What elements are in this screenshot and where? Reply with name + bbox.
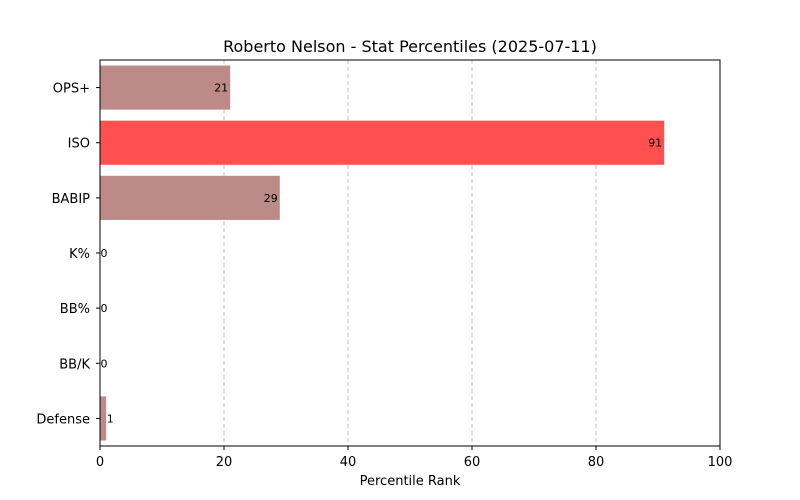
- y-tick-label: Defense: [36, 412, 90, 427]
- bar-value-label: 29: [264, 192, 278, 205]
- chart-title: Roberto Nelson - Stat Percentiles (2025-…: [223, 37, 597, 56]
- x-tick-label: 80: [588, 455, 605, 470]
- bar-value-label: 0: [101, 247, 108, 260]
- y-tick-label: K%: [69, 247, 90, 262]
- bar-value-label: 1: [107, 412, 114, 425]
- bar: [100, 175, 280, 220]
- bars: 21 91 29 0 0 0 1: [100, 65, 665, 441]
- y-tick-label: OPS+: [53, 82, 90, 97]
- x-tick-label: 20: [216, 455, 233, 470]
- bar: [100, 65, 231, 110]
- x-tick-label: 0: [96, 455, 104, 470]
- bar-value-label: 0: [101, 302, 108, 315]
- bar: [100, 396, 107, 441]
- x-axis-label: Percentile Rank: [360, 474, 461, 489]
- plot-frame: [99, 59, 721, 447]
- bar-value-label: 21: [214, 82, 228, 95]
- bar: [100, 120, 665, 165]
- y-tick-label: BABIP: [52, 192, 91, 207]
- y-tick-label: ISO: [68, 137, 90, 152]
- x-tick-label: 40: [340, 455, 357, 470]
- y-tick-label: BB%: [60, 302, 90, 317]
- x-tick-label: 100: [708, 455, 733, 470]
- bar-value-label: 91: [648, 137, 662, 150]
- grid-lines: [223, 60, 597, 446]
- y-tick-label: BB/K: [59, 357, 90, 372]
- x-axis-ticks: 0 20 40 60 80 100: [96, 446, 733, 470]
- bar-value-label: 0: [101, 357, 108, 370]
- x-tick-label: 60: [464, 455, 481, 470]
- y-axis-ticks: OPS+ ISO BABIP K% BB% BB/K Defense: [36, 82, 100, 427]
